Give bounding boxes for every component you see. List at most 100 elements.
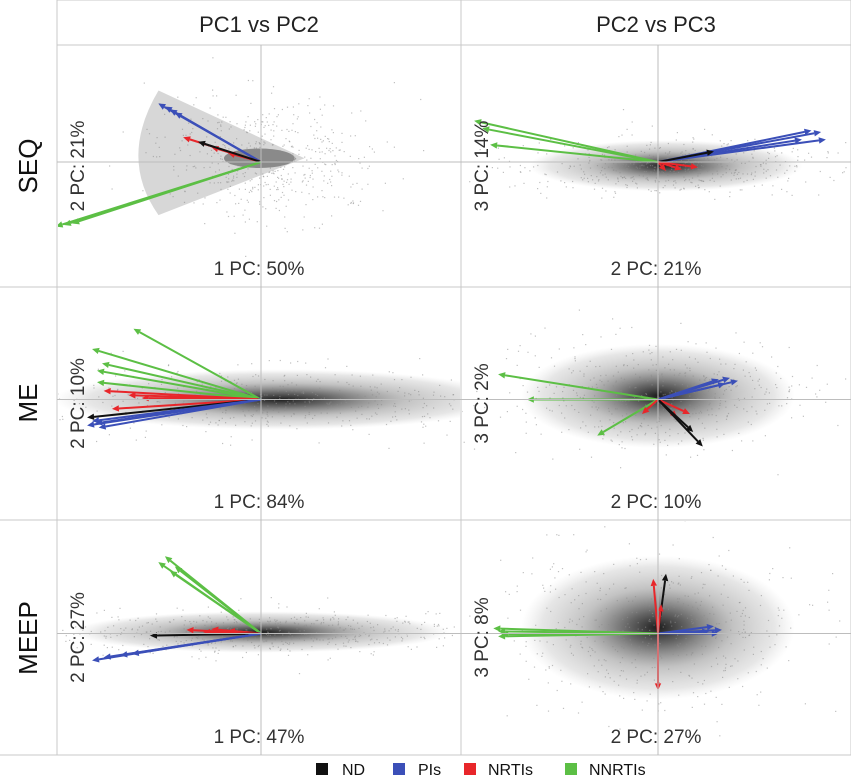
loading-vectors	[58, 103, 262, 228]
legend: ND PIs NRTIs NNRTIs	[316, 762, 646, 779]
vector-nrtis-5-head	[103, 388, 111, 395]
density-cloud	[138, 90, 305, 216]
vector-pis-9-head	[92, 656, 100, 663]
vector-nrtis-9	[657, 161, 698, 170]
density-cloud	[529, 140, 803, 192]
vector-nnrtis-4	[101, 361, 262, 401]
legend-swatch-nrtis	[464, 763, 476, 775]
vector-pis-12	[131, 632, 262, 656]
vector-pis-1-head	[164, 106, 173, 113]
vector-nd-10-head	[695, 439, 703, 447]
vector-nnrtis-10-shaft	[78, 161, 262, 223]
vector-nrtis-10-head	[658, 163, 666, 172]
y-axis-label-me-pc1-vs-pc2: 2 PC: 10%	[68, 358, 89, 449]
legend-label-nd: ND	[342, 762, 365, 779]
vector-nnrtis-10-head	[72, 218, 80, 225]
panel-seq-pc2-vs-pc3: 2 PC: 21% 3 PC: 14%	[461, 45, 851, 287]
vector-pis-3-shaft	[180, 115, 262, 163]
vector-nd-7-shaft	[204, 142, 262, 163]
vector-nnrtis-3-head	[169, 570, 178, 578]
vector-nd-8-head	[661, 573, 669, 582]
vector-pis-4-head	[706, 623, 714, 631]
legend-swatch-nd	[316, 763, 328, 775]
vector-nrtis-9-shaft	[652, 585, 659, 634]
vector-pis-12-head	[131, 649, 140, 656]
vector-nnrtis-0-head	[474, 119, 482, 126]
y-axis-label-meep-pc2-vs-pc3: 3 PC: 8%	[472, 597, 493, 677]
vector-nnrtis-2-head	[174, 566, 183, 574]
panel-plot-area	[58, 57, 425, 257]
vector-nnrtis-2-shaft	[179, 569, 262, 635]
vector-nnrtis-0	[133, 328, 262, 401]
row-title-me: ME	[13, 384, 43, 423]
panel-meep-pc2-vs-pc3: 2 PC: 27% 3 PC: 8%	[461, 520, 851, 755]
vector-nd-7	[657, 149, 714, 163]
panel-meep-pc1-vs-pc2: 1 PC: 47% 2 PC: 27%	[57, 520, 461, 755]
vector-nnrtis-2-head	[97, 368, 105, 375]
density-core	[223, 148, 295, 168]
vector-nrtis-9	[642, 398, 659, 414]
vector-nrtis-9	[650, 578, 659, 634]
vector-pis-3	[174, 112, 262, 163]
vector-nnrtis-3-head	[97, 379, 105, 387]
vector-nnrtis-1-head	[158, 562, 166, 569]
vector-pis-11-head	[120, 651, 128, 658]
panel-me-pc1-vs-pc2: 1 PC: 84% 2 PC: 10%	[57, 287, 461, 520]
vector-nrtis-4-head	[186, 627, 194, 634]
x-axis-label-me-pc1-vs-pc2: 1 PC: 84%	[214, 492, 305, 513]
vector-pis-6-shaft	[657, 139, 820, 163]
loading-vectors	[92, 556, 262, 663]
vector-nnrtis-2	[97, 368, 262, 401]
column-title-pc2-pc3: PC2 vs PC3	[596, 12, 716, 37]
vector-pis-10-head	[103, 653, 112, 660]
vector-nnrtis-0-head	[493, 625, 501, 632]
x-axis-label-meep-pc2-vs-pc3: 2 PC: 27%	[611, 727, 702, 748]
panels: 1 PC: 50% 2 PC: 21% 2 PC: 21% 3 PC: 14% 1 PC…	[57, 45, 851, 755]
vector-nnrtis-3	[97, 379, 262, 401]
vector-pis-4-head	[730, 379, 738, 386]
vector-pis-10-head	[92, 417, 100, 424]
vector-pis-0-head	[158, 103, 166, 110]
vector-pis-2-head	[169, 109, 178, 116]
panel-plot-area	[469, 521, 841, 737]
vector-pis-6-head	[818, 137, 826, 144]
vector-nnrtis-2	[490, 142, 659, 163]
panel-me-pc2-vs-pc3: 2 PC: 10% 3 PC: 2%	[461, 287, 851, 520]
vector-pis-5-head	[714, 627, 722, 634]
row-title-meep: MEEP	[13, 601, 43, 675]
vector-nnrtis-0-head	[133, 328, 142, 335]
vector-nnrtis-1-head	[482, 126, 490, 133]
x-axis-label-me-pc2-vs-pc3: 2 PC: 10%	[611, 492, 702, 513]
x-axis-label-seq-pc1-vs-pc2: 1 PC: 50%	[214, 259, 305, 280]
x-axis-label-meep-pc1-vs-pc2: 1 PC: 47%	[214, 727, 305, 748]
loading-vectors	[474, 119, 826, 172]
vector-nnrtis-4-head	[101, 361, 110, 369]
vector-pis-6-head	[711, 378, 719, 385]
legend-swatch-pis	[393, 763, 405, 775]
legend-label-nrtis: NRTIs	[488, 762, 533, 779]
panel-grid	[0, 0, 851, 756]
vector-nnrtis-2-shaft	[103, 370, 262, 401]
vector-nnrtis-8-head	[58, 221, 64, 228]
vector-nd-9-head	[87, 413, 95, 421]
vector-nrtis-9-shaft	[657, 161, 692, 168]
vector-pis-13-head	[98, 423, 107, 430]
vector-nnrtis-2-shaft	[496, 144, 659, 163]
vector-pis-3-head	[804, 128, 812, 136]
vector-pis-5-head	[717, 382, 726, 389]
vector-nnrtis-10	[72, 161, 262, 225]
panel-seq-pc1-vs-pc2: 1 PC: 50% 2 PC: 21%	[57, 45, 461, 287]
vector-pis-6-shaft	[657, 380, 713, 401]
vector-nnrtis-1	[482, 126, 659, 163]
vector-nrtis-10-shaft	[657, 161, 663, 167]
legend-swatch-nnrtis	[565, 763, 577, 775]
y-axis-label-seq-pc1-vs-pc2: 2 PC: 21%	[68, 120, 89, 211]
vector-nd-7-head	[706, 149, 714, 156]
vector-pis-4-head	[813, 130, 822, 137]
column-title-pc1-pc2: PC1 vs PC2	[199, 12, 319, 37]
vector-pis-13-shaft	[105, 398, 262, 428]
vector-nnrtis-0-shaft	[504, 374, 659, 401]
density-speckles	[469, 521, 841, 737]
vector-nrtis-11-head	[657, 604, 664, 612]
vector-nrtis-8-head	[674, 164, 682, 171]
